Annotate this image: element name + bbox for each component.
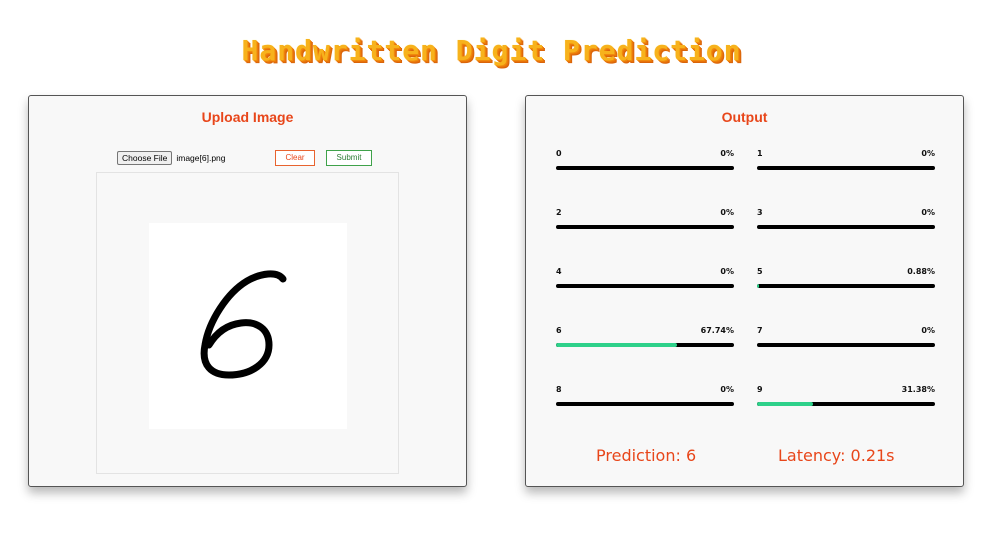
prediction-result: Prediction: 6 [596,446,697,465]
probability-row: 9 31.38% [757,385,935,415]
choose-file-button[interactable]: Choose File [117,151,173,165]
probability-percent: 0% [720,267,734,276]
probability-row: 8 0% [556,385,734,415]
probability-bar [757,284,935,288]
probability-row: 3 0% [757,208,935,238]
probability-bar [757,166,935,170]
digit-label: 6 [556,326,562,335]
uploaded-digit-image [149,223,347,429]
probability-bar [556,343,734,347]
digit-label: 7 [757,326,763,335]
page-title: Handwritten Digit Prediction [241,34,742,67]
probability-percent: 0% [921,149,935,158]
probability-bar [556,284,734,288]
digit-label: 4 [556,267,562,276]
clear-button[interactable]: Clear [275,150,315,166]
probability-row: 2 0% [556,208,734,238]
probability-row: 0 0% [556,149,734,179]
digit-label: 3 [757,208,763,217]
probability-bar [556,225,734,229]
probability-bar-fill [757,284,759,288]
probability-percent: 0.88% [907,267,935,276]
probability-percent: 0% [720,208,734,217]
upload-panel: Upload Image Choose File image[6].png Cl… [28,95,467,487]
digit-label: 0 [556,149,562,158]
probability-bar-fill [556,343,677,347]
output-heading: Output [721,109,768,125]
probability-row: 1 0% [757,149,935,179]
probability-percent: 0% [720,149,734,158]
probability-row: 6 67.74% [556,326,734,356]
digit-label: 5 [757,267,763,276]
digit-label: 9 [757,385,763,394]
probability-bar [757,343,935,347]
output-panel: Output 0 0% 1 0% 2 0% 3 0% 4 0% 5 0.88% … [525,95,964,487]
probability-percent: 31.38% [901,385,935,394]
probability-bar [757,225,935,229]
upload-heading: Upload Image [201,109,294,125]
probability-bar [757,402,935,406]
probability-percent: 0% [921,208,935,217]
probability-row: 5 0.88% [757,267,935,297]
latency-result: Latency: 0.21s [778,446,895,465]
image-drop-area[interactable] [96,172,399,474]
selected-file-name: image[6].png [176,153,226,163]
probability-bar-fill [757,402,813,406]
probability-bar [556,166,734,170]
digit-label: 2 [556,208,562,217]
probability-bar [556,402,734,406]
digit-label: 8 [556,385,562,394]
probability-percent: 0% [720,385,734,394]
probability-percent: 0% [921,326,935,335]
probability-row: 7 0% [757,326,935,356]
file-input[interactable]: Choose File image[6].png [117,151,226,165]
probability-row: 4 0% [556,267,734,297]
probability-percent: 67.74% [700,326,734,335]
digit-label: 1 [757,149,763,158]
submit-button[interactable]: Submit [326,150,372,166]
